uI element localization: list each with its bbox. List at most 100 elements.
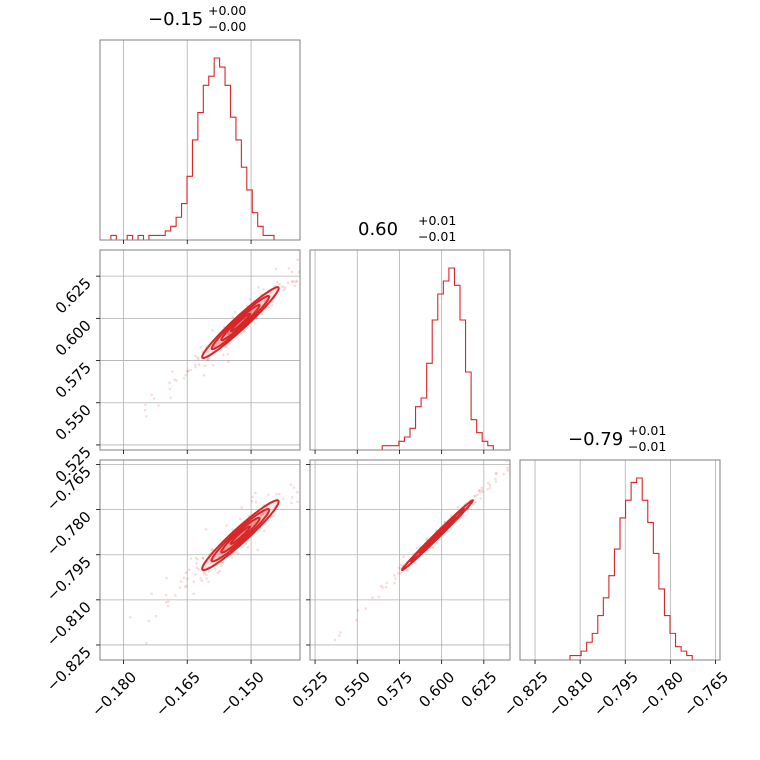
sample-point [200, 579, 204, 582]
x-tick-label: 0.625 [457, 668, 500, 711]
sample-point [196, 357, 200, 361]
sample-point [171, 370, 174, 373]
sample-point [476, 493, 479, 496]
sample-point [304, 466, 307, 469]
sample-point [375, 207, 378, 210]
sample-point [243, 330, 246, 333]
sample-point [415, 546, 419, 550]
sample-point [301, 469, 304, 472]
sample-point [259, 514, 263, 518]
sample-point [294, 280, 297, 284]
param-title-median: −0.15 [148, 9, 203, 30]
sample-point [222, 353, 225, 357]
sample-point [147, 619, 151, 623]
y-tick-label: 0.550 [52, 401, 95, 444]
x-tick-label: 0.550 [331, 668, 374, 711]
sample-point [184, 374, 187, 377]
contour-level [427, 525, 448, 546]
sample-point [186, 577, 189, 581]
sample-point [321, 250, 324, 253]
sample-point [210, 548, 214, 551]
sample-point [145, 641, 148, 645]
scatter-panel-1-2 [309, 413, 560, 661]
sample-point [253, 521, 257, 524]
sample-point [214, 344, 218, 347]
sample-point [189, 557, 193, 560]
sample-point [250, 500, 254, 503]
histogram-step [100, 57, 296, 241]
sample-point [224, 345, 227, 349]
x-tick-label: 0.525 [289, 668, 332, 711]
sample-point [356, 609, 360, 612]
sample-point [317, 264, 320, 267]
sample-point [480, 489, 484, 492]
sample-point [201, 557, 205, 560]
sample-point [333, 638, 337, 642]
sample-point [436, 541, 439, 545]
hist-panel-2: −0.79 +0.01−0.01 [519, 423, 721, 661]
y-tick-label: −0.780 [43, 508, 95, 560]
x-tick-label: 0.600 [415, 668, 458, 711]
sample-point [397, 566, 401, 570]
sample-point [379, 584, 383, 588]
sample-point [300, 491, 303, 494]
sample-point [213, 567, 217, 571]
sample-point [274, 267, 278, 271]
sample-point [165, 576, 168, 580]
contour-level [210, 508, 271, 563]
sample-point [502, 472, 505, 476]
sample-point [399, 563, 403, 567]
sample-point [371, 596, 374, 600]
sample-point [280, 285, 284, 288]
sample-point [195, 562, 198, 565]
panel-frame [99, 459, 301, 661]
sample-point [414, 561, 417, 565]
sample-point [194, 573, 197, 576]
sample-point [231, 528, 234, 531]
sample-point [193, 363, 197, 366]
x-tick-label: 0.575 [373, 668, 416, 711]
sample-point [199, 346, 202, 349]
param-title-plus: +0.00 [208, 3, 246, 18]
sample-point [393, 581, 396, 585]
sample-point [293, 284, 297, 288]
sample-point [262, 288, 266, 291]
sample-point [187, 369, 190, 373]
density-layer [128, 466, 322, 645]
sample-point [150, 592, 153, 595]
sample-point [150, 393, 153, 397]
sample-point [506, 466, 509, 470]
sample-point [178, 586, 182, 590]
sample-point [474, 500, 477, 504]
sample-point [169, 396, 172, 400]
sample-point [283, 287, 287, 291]
sample-point [202, 572, 206, 575]
sample-point [381, 586, 384, 589]
sample-point [184, 571, 188, 575]
sample-point [282, 289, 285, 292]
panel-frame [309, 459, 511, 661]
sample-point [230, 556, 234, 559]
sample-point [488, 486, 492, 490]
sample-point [196, 557, 199, 561]
sample-point [246, 545, 250, 549]
sample-point [286, 281, 290, 285]
sample-point [278, 282, 281, 286]
param-title-plus: +0.01 [628, 423, 666, 438]
sample-point [206, 350, 209, 354]
sample-point [194, 556, 198, 560]
sample-point [195, 566, 198, 569]
sample-point [319, 473, 322, 476]
sample-point [557, 413, 560, 416]
sample-point [185, 584, 188, 588]
sample-point [406, 569, 410, 573]
y-tick-label: −0.810 [43, 598, 95, 650]
sample-point [473, 498, 476, 501]
sample-point [339, 631, 342, 634]
sample-point [196, 356, 199, 359]
sample-point [144, 403, 147, 406]
sample-point [472, 494, 476, 498]
sample-point [185, 369, 189, 373]
sample-point [197, 363, 201, 366]
